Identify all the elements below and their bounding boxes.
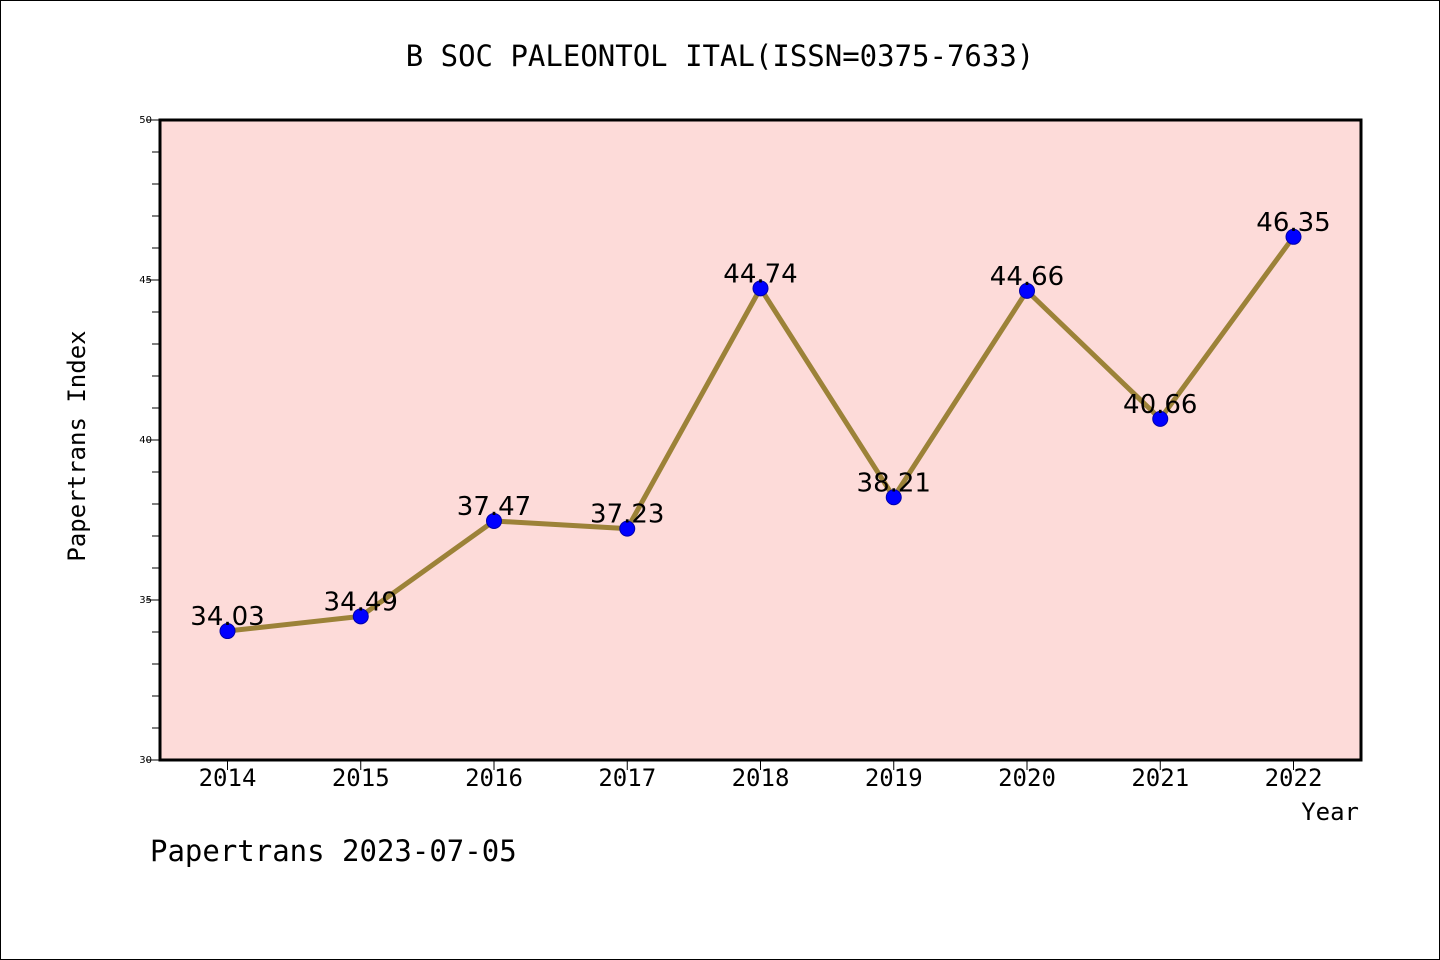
data-point bbox=[885, 489, 902, 506]
data-label: 37.47 bbox=[457, 492, 531, 522]
y-tick-label: 35 bbox=[139, 595, 152, 606]
data-label: 34.03 bbox=[190, 602, 264, 632]
data-label: 34.49 bbox=[324, 587, 398, 617]
x-tick-label: 2020 bbox=[998, 764, 1056, 792]
series-group: 34.03 34.49 37.47 37.23 44.74 38.21 44.66 40.66… bbox=[190, 208, 1331, 640]
data-point bbox=[219, 623, 236, 640]
plot-area bbox=[158, 118, 1363, 762]
x-tick-label: 2022 bbox=[1265, 764, 1323, 792]
x-tick-label: 2014 bbox=[199, 764, 257, 792]
data-label: 40.66 bbox=[1123, 390, 1197, 420]
x-tick-label: 2015 bbox=[332, 764, 390, 792]
data-point bbox=[1019, 282, 1035, 299]
y-tick-label: 45 bbox=[139, 275, 152, 286]
y-tick-label: 30 bbox=[139, 755, 152, 766]
y-axis-label: Papertrans Index bbox=[63, 330, 91, 561]
data-label: 37.23 bbox=[590, 500, 664, 530]
data-point bbox=[352, 608, 369, 625]
x-axis: 2014 2015 2016 2017 2018 2019 2020 2021 2022 bbox=[199, 760, 1323, 792]
data-point bbox=[752, 280, 769, 297]
chart-title: B SOC PALEONTOL ITAL(ISSN=0375-7633) bbox=[406, 39, 1035, 73]
data-point bbox=[619, 520, 636, 537]
x-tick-label: 2017 bbox=[598, 764, 656, 792]
data-point bbox=[1285, 228, 1302, 245]
x-tick-label: 2021 bbox=[1131, 764, 1189, 792]
x-tick-label: 2018 bbox=[732, 764, 790, 792]
y-tick-label: 50 bbox=[139, 115, 152, 126]
x-tick-label: 2016 bbox=[465, 764, 523, 792]
x-axis-label: Year bbox=[1301, 798, 1359, 826]
y-axis: 30 35 40 45 50 bbox=[139, 115, 160, 766]
data-label: 38.21 bbox=[857, 468, 931, 498]
data-point bbox=[486, 512, 502, 529]
data-label: 44.74 bbox=[723, 259, 797, 289]
footer-caption: Papertrans 2023-07-05 bbox=[150, 834, 517, 868]
data-label: 46.35 bbox=[1256, 208, 1330, 238]
x-tick-label: 2019 bbox=[865, 764, 923, 792]
y-tick-label: 40 bbox=[139, 435, 152, 446]
data-label: 44.66 bbox=[990, 262, 1064, 292]
data-point bbox=[1152, 410, 1169, 427]
